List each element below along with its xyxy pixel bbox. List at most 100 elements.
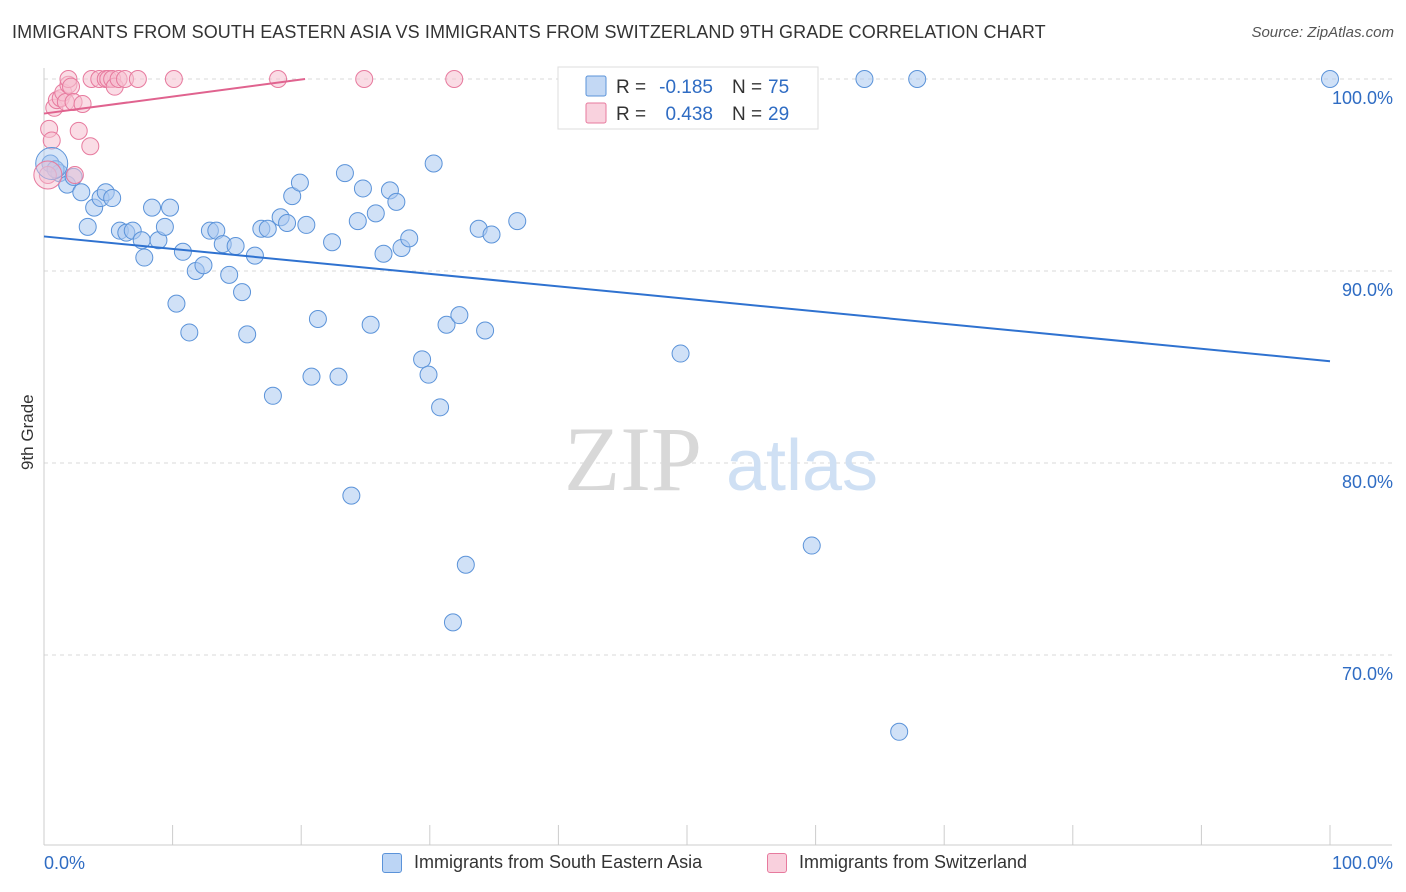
legend-r-value: 0.438 <box>665 104 713 125</box>
data-point <box>233 283 252 302</box>
data-point <box>508 212 527 231</box>
data-point <box>78 217 97 236</box>
data-point <box>167 294 186 313</box>
data-point <box>445 70 464 88</box>
data-point <box>238 325 257 344</box>
y-tick-label: 70.0% <box>1342 664 1393 684</box>
data-point <box>443 613 462 632</box>
legend-swatch <box>585 102 607 124</box>
data-point <box>62 77 81 96</box>
legend-label: Immigrants from Switzerland <box>799 852 1028 872</box>
data-point <box>297 215 316 234</box>
data-point <box>329 367 348 386</box>
legend-swatch-blue <box>382 852 402 873</box>
data-point <box>194 256 213 275</box>
data-point <box>42 131 61 150</box>
data-point <box>361 315 380 334</box>
legend-n-value: 29 <box>768 104 789 125</box>
data-point <box>278 214 297 232</box>
data-point <box>155 217 174 236</box>
data-point <box>35 146 69 180</box>
data-point <box>180 323 199 342</box>
legend-n-value: 75 <box>768 77 789 98</box>
data-point <box>437 315 456 334</box>
legend-item-south-eastern-asia[interactable]: Immigrants from South Eastern Asia <box>382 852 702 873</box>
data-point <box>419 365 438 384</box>
data-point <box>366 204 385 223</box>
data-point <box>908 70 927 88</box>
legend-n-label: N = <box>732 77 762 98</box>
series-south-eastern-asia <box>41 70 1339 741</box>
trend-lines <box>43 78 1331 363</box>
data-point <box>802 536 821 555</box>
watermark-zip: ZIP <box>564 408 702 510</box>
x-tick-label: 0.0% <box>44 853 85 873</box>
axes <box>43 68 1392 846</box>
data-point <box>81 137 100 156</box>
chart-title: IMMIGRANTS FROM SOUTH EASTERN ASIA VS IM… <box>12 22 1046 42</box>
data-point <box>348 212 367 231</box>
data-point <box>173 242 192 261</box>
data-point <box>671 344 690 363</box>
y-tick-label: 100.0% <box>1332 88 1393 108</box>
data-point <box>263 386 282 405</box>
data-points <box>33 70 1339 741</box>
data-point <box>355 70 374 88</box>
data-point <box>335 164 354 183</box>
gridlines <box>44 78 1392 656</box>
y-tick-label: 80.0% <box>1342 472 1393 492</box>
legend-r-value: -0.185 <box>659 77 713 98</box>
trend-line-south-eastern-asia <box>43 235 1331 363</box>
data-point <box>482 225 501 244</box>
data-point <box>164 70 183 88</box>
data-point <box>290 173 309 192</box>
data-point <box>135 248 154 267</box>
data-point <box>413 350 432 369</box>
y-tick-label: 90.0% <box>1342 280 1393 300</box>
data-point <box>226 237 245 256</box>
legend-swatch <box>585 75 607 97</box>
data-point <box>308 310 327 328</box>
data-point <box>342 486 361 505</box>
data-point <box>33 160 63 190</box>
trend-line-switzerland <box>43 78 306 115</box>
data-point <box>323 233 342 252</box>
data-point <box>387 192 406 211</box>
legend-n-label: N = <box>732 104 762 125</box>
legend-r-label: R = <box>616 104 646 125</box>
data-point <box>374 244 393 263</box>
data-point <box>476 321 495 340</box>
legend-item-switzerland[interactable]: Immigrants from Switzerland <box>767 852 1027 873</box>
data-point <box>283 187 302 206</box>
x-tick-label: 100.0% <box>1332 853 1393 873</box>
legend-swatch-pink <box>767 852 787 873</box>
data-point <box>353 179 372 198</box>
data-point <box>855 70 874 88</box>
watermark: ZIP atlas <box>564 408 878 510</box>
data-point <box>161 198 180 217</box>
data-point <box>103 189 122 208</box>
data-point <box>431 398 450 417</box>
data-point <box>400 229 419 248</box>
legend-label: Immigrants from South Eastern Asia <box>414 852 703 872</box>
data-point <box>143 198 162 217</box>
series-switzerland <box>38 70 464 184</box>
data-point <box>128 70 147 88</box>
data-point <box>65 166 84 184</box>
tick-labels: 100.0% 90.0% 80.0% 70.0% 0.0% 100.0% <box>44 88 1393 873</box>
source-credit: Source: ZipAtlas.com <box>1251 24 1394 41</box>
data-point <box>1321 70 1339 88</box>
data-point <box>424 154 443 173</box>
data-point <box>258 219 277 238</box>
watermark-atlas: atlas <box>726 426 878 506</box>
bottom-legend: Immigrants from South Eastern Asia Immig… <box>0 852 1406 876</box>
data-point <box>456 555 475 574</box>
data-point <box>220 265 239 284</box>
legend-r-label: R = <box>616 77 646 98</box>
data-point <box>450 306 469 325</box>
data-point <box>302 367 321 386</box>
data-point <box>269 70 288 88</box>
data-point <box>69 121 88 140</box>
data-point <box>890 722 909 741</box>
